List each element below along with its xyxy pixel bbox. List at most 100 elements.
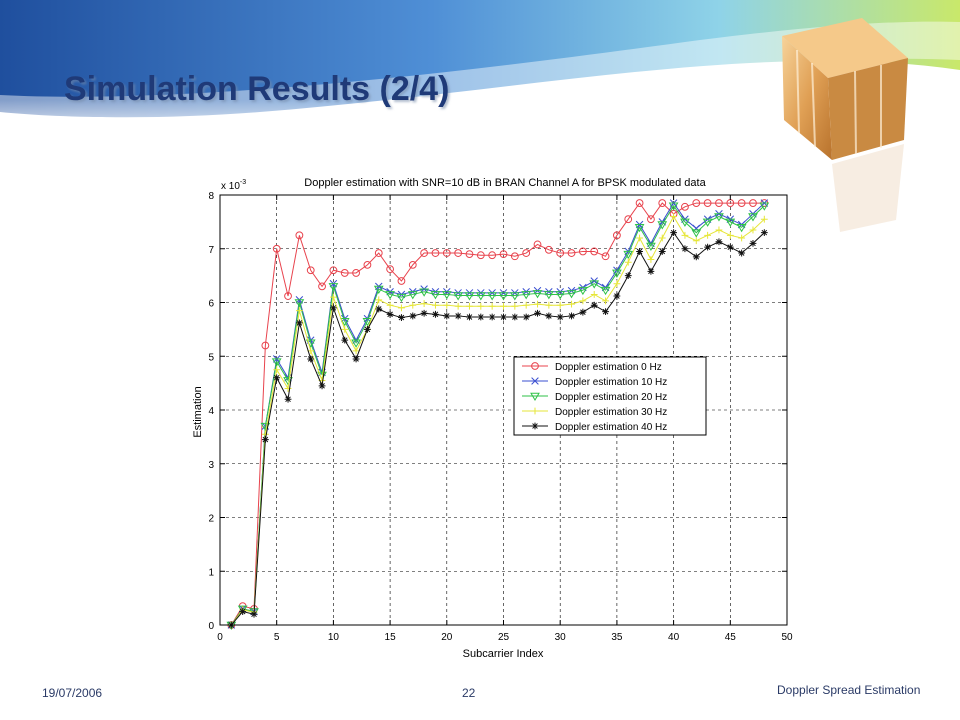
data-point xyxy=(532,290,543,299)
data-point xyxy=(476,251,485,260)
data-point xyxy=(613,280,621,288)
data-point xyxy=(566,290,577,299)
legend-marker xyxy=(531,407,539,415)
legend-entry-label: Doppler estimation 10 Hz xyxy=(555,377,667,388)
data-point xyxy=(364,325,371,333)
series-4 xyxy=(227,229,768,629)
data-point xyxy=(487,292,498,301)
data-point xyxy=(500,313,507,321)
data-point xyxy=(589,280,600,289)
data-point xyxy=(738,249,746,257)
data-point xyxy=(602,308,609,316)
chart-legend: Doppler estimation 0 Hz Doppler estimatio… xyxy=(513,356,707,436)
data-point xyxy=(329,266,338,275)
data-point xyxy=(477,313,485,321)
data-point xyxy=(715,226,723,234)
data-point xyxy=(318,382,326,390)
data-point xyxy=(749,226,757,234)
data-point xyxy=(545,312,553,320)
x-tick-label: 25 xyxy=(498,632,510,643)
data-point xyxy=(407,291,418,300)
slide-title: Simulation Results (2/4) xyxy=(64,70,450,108)
legend-marker xyxy=(531,362,539,370)
data-point xyxy=(568,312,575,320)
y-tick-label: 3 xyxy=(208,460,214,471)
x-tick-label: 40 xyxy=(668,632,680,643)
data-point xyxy=(386,265,395,274)
data-point xyxy=(443,312,451,320)
y-tick-label: 2 xyxy=(208,514,214,525)
data-point xyxy=(556,249,565,257)
data-point xyxy=(749,239,757,247)
data-point xyxy=(646,242,656,252)
data-point xyxy=(408,260,417,269)
data-point xyxy=(590,291,598,298)
data-point xyxy=(409,312,417,320)
footer-page-number: 22 xyxy=(462,686,476,700)
data-point xyxy=(488,313,496,321)
data-point xyxy=(670,213,677,220)
data-point xyxy=(477,302,485,310)
data-point xyxy=(375,296,383,304)
x-axis-label: Subcarrier Index xyxy=(463,648,544,660)
data-point xyxy=(555,291,566,300)
data-point xyxy=(441,291,452,300)
data-point xyxy=(283,377,293,386)
data-point xyxy=(647,215,655,224)
x-tick-label: 50 xyxy=(781,632,793,643)
data-point xyxy=(749,199,757,207)
data-point xyxy=(726,231,734,239)
y-tick-label: 4 xyxy=(208,406,214,417)
data-point xyxy=(499,250,508,259)
chart-series xyxy=(226,199,770,630)
data-point xyxy=(612,269,622,278)
data-point xyxy=(442,249,451,257)
data-point xyxy=(464,292,475,301)
data-point xyxy=(509,292,520,301)
data-point xyxy=(397,277,406,285)
data-point xyxy=(681,202,689,211)
data-point xyxy=(737,199,746,207)
data-point xyxy=(681,245,689,253)
data-point xyxy=(261,436,269,443)
data-point xyxy=(454,249,463,257)
data-point xyxy=(443,301,451,309)
data-point xyxy=(579,297,587,305)
data-point xyxy=(385,291,395,300)
data-point xyxy=(634,223,645,233)
data-point xyxy=(420,249,429,257)
y-tick-label: 0 xyxy=(208,621,214,632)
data-point xyxy=(760,229,768,237)
data-point xyxy=(624,272,632,280)
data-point xyxy=(352,347,360,355)
data-point xyxy=(398,314,405,321)
data-point xyxy=(409,301,417,309)
legend-marker xyxy=(531,422,539,430)
data-point xyxy=(522,313,530,321)
data-point xyxy=(431,249,440,257)
data-point xyxy=(668,202,679,211)
chart-title: Doppler estimation with SNR=10 dB in BRA… xyxy=(304,177,706,189)
data-point xyxy=(454,312,462,320)
data-point xyxy=(420,309,428,317)
chart-grid xyxy=(220,195,787,625)
data-point xyxy=(386,301,394,309)
data-point xyxy=(544,245,553,254)
data-point xyxy=(602,297,609,305)
data-point xyxy=(273,366,281,374)
data-point xyxy=(250,610,258,618)
data-point xyxy=(465,250,474,259)
x-tick-label: 35 xyxy=(611,632,623,643)
data-point xyxy=(271,358,282,367)
data-point xyxy=(704,231,712,239)
y-scale-label: x 10-3 xyxy=(221,179,246,192)
data-point xyxy=(295,307,303,314)
data-point xyxy=(613,292,621,300)
data-point xyxy=(488,251,497,260)
legend-entry-label: Doppler estimation 30 Hz xyxy=(555,407,667,418)
data-point xyxy=(601,252,610,261)
y-tick-label: 5 xyxy=(208,352,214,363)
data-point xyxy=(578,247,587,256)
